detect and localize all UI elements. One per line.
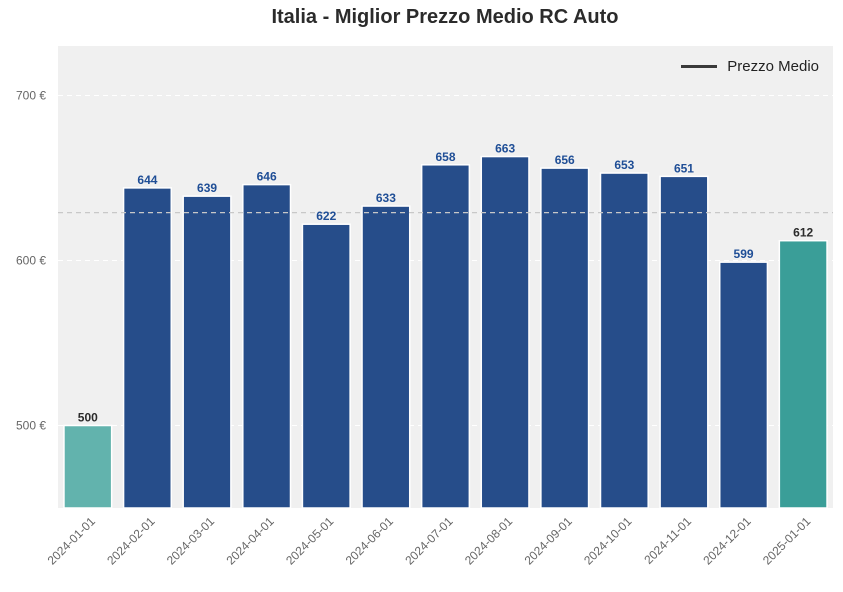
- data-label: 639: [197, 181, 217, 195]
- data-label: 599: [734, 247, 754, 261]
- bar: [778, 239, 828, 509]
- chart-title: Italia - Miglior Prezzo Medio RC Auto: [271, 6, 619, 28]
- x-tick-label: 2024-11-01: [641, 514, 694, 567]
- data-label: 656: [555, 153, 575, 167]
- x-tick-label: 2024-09-01: [522, 514, 576, 568]
- bar: [182, 195, 232, 509]
- data-label: 658: [435, 150, 455, 164]
- y-tick-label: 600 €: [16, 254, 46, 268]
- y-tick-label: 500 €: [16, 419, 46, 433]
- bar: [540, 167, 590, 509]
- data-label: 500: [78, 411, 98, 425]
- bar: [301, 223, 351, 509]
- x-tick-label: 2024-12-01: [700, 514, 754, 568]
- x-tick-label: 2024-10-01: [581, 514, 635, 568]
- legend-label: Prezzo Medio: [727, 58, 819, 75]
- bar: [242, 183, 292, 509]
- data-label: 663: [495, 142, 515, 156]
- y-tick-label: 700 €: [16, 89, 46, 103]
- x-tick-label: 2024-07-01: [402, 514, 456, 568]
- bar: [63, 424, 113, 509]
- x-tick-label: 2024-02-01: [104, 514, 158, 568]
- data-label: 622: [316, 209, 336, 223]
- bar: [599, 172, 649, 509]
- legend: Prezzo Medio: [681, 58, 819, 75]
- data-label: 651: [674, 161, 694, 175]
- bar: [420, 164, 471, 509]
- x-tick-label: 2024-05-01: [283, 514, 337, 568]
- data-label: 653: [614, 158, 634, 172]
- legend-line-swatch: [681, 65, 718, 68]
- x-tick-label: 2025-01-01: [760, 514, 814, 568]
- data-label: 612: [793, 226, 813, 240]
- bar: [122, 187, 173, 509]
- x-tick-label: 2024-06-01: [343, 514, 397, 568]
- bar: [659, 175, 709, 509]
- bar: [480, 155, 530, 509]
- data-label: 644: [137, 173, 157, 187]
- data-label: 646: [257, 170, 277, 184]
- x-tick-label: 2024-01-01: [45, 514, 99, 568]
- data-label: 633: [376, 191, 396, 205]
- x-tick-label: 2024-04-01: [223, 514, 277, 568]
- x-tick-label: 2024-08-01: [462, 514, 516, 568]
- bar: [361, 205, 411, 509]
- bar: [718, 261, 769, 509]
- x-tick-label: 2024-03-01: [164, 514, 218, 568]
